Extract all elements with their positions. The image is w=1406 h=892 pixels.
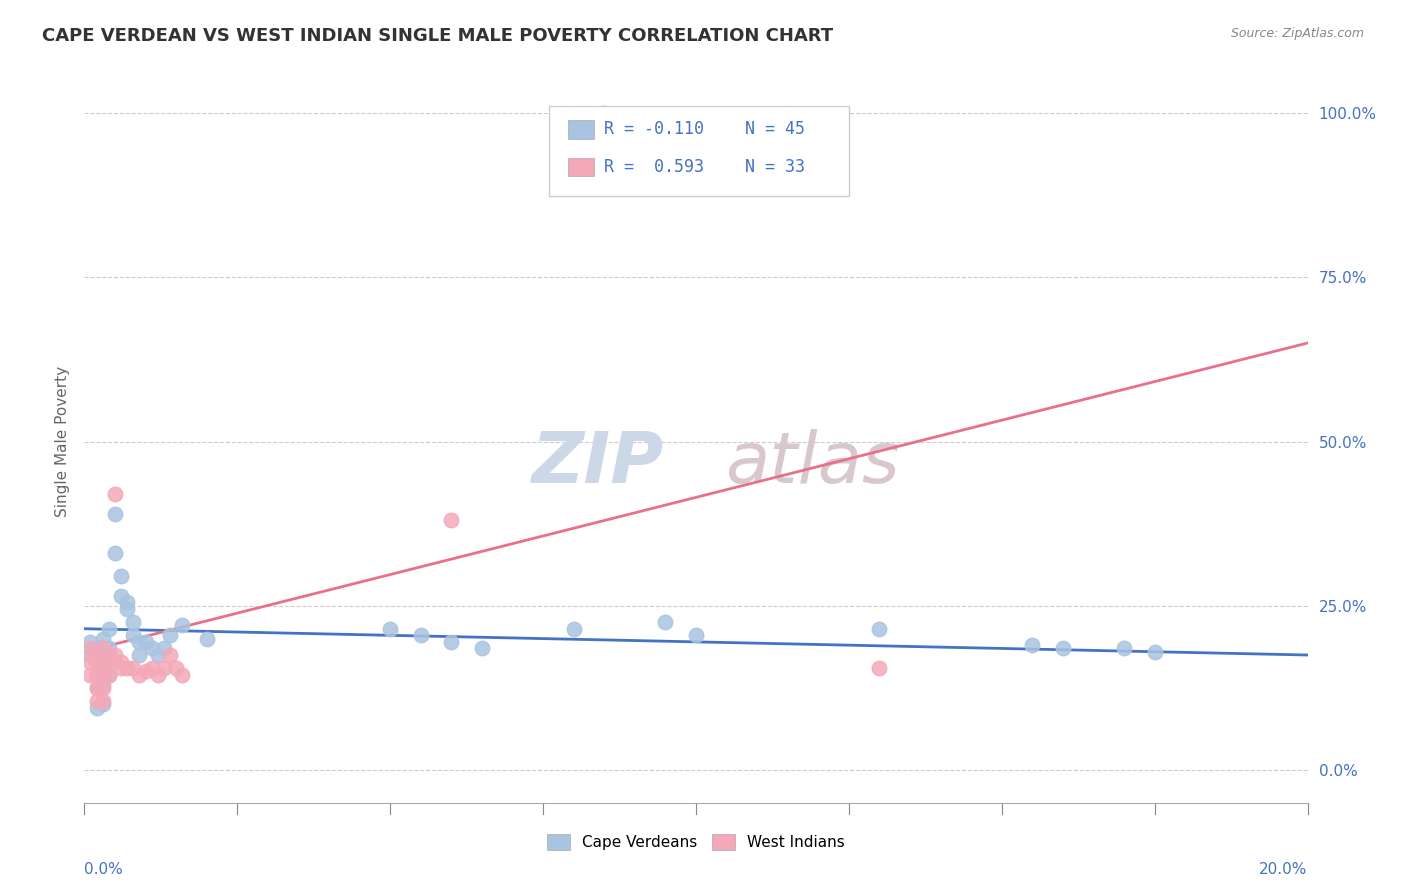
Point [86,681,108,695]
Point [91,667,114,681]
Point [380,622,402,636]
Point [153,641,176,656]
Point [97,667,120,681]
Point [165,661,187,675]
FancyBboxPatch shape [550,105,849,196]
Point [141,661,163,675]
Point [135,665,157,679]
Point [91,698,114,712]
Text: 20.0%: 20.0% [1260,862,1308,877]
Point [172,667,194,681]
Point [110,589,132,603]
Point [79,648,101,662]
Point [86,667,108,681]
Point [1021,638,1043,652]
Text: R = -0.110: R = -0.110 [605,120,704,138]
Point [104,487,127,501]
Point [115,602,138,616]
Point [91,694,114,708]
Point [91,681,114,695]
Point [195,632,218,646]
Bar [568,120,595,139]
Point [97,648,120,662]
Point [97,655,120,669]
Point [91,632,114,646]
Point [79,641,101,656]
Point [128,667,150,681]
Point [97,641,120,656]
Point [654,615,676,630]
Text: N = 33: N = 33 [745,158,804,176]
Text: atlas: atlas [725,429,900,498]
Point [685,628,707,642]
Point [128,648,150,662]
Point [110,655,132,669]
Point [135,635,157,649]
Point [104,507,127,521]
Bar [568,158,595,177]
Text: 0.0%: 0.0% [84,862,124,877]
Point [97,667,120,681]
Point [86,655,108,669]
Point [91,661,114,675]
Point [128,635,150,649]
Point [153,661,176,675]
Point [122,661,145,675]
Point [409,628,432,642]
Point [97,622,120,636]
Point [159,648,181,662]
Point [86,648,108,662]
Point [440,635,463,649]
Point [122,628,145,642]
Point [91,655,114,669]
Point [159,628,181,642]
Point [1114,641,1136,656]
Point [115,661,138,675]
Point [86,641,108,656]
Point [146,648,169,662]
Point [440,513,463,527]
Point [97,655,120,669]
Point [79,655,101,669]
Point [593,106,616,120]
Point [115,595,138,609]
Text: R =  0.593: R = 0.593 [605,158,704,176]
Point [869,622,891,636]
Point [91,641,114,656]
Point [91,677,114,691]
Point [86,700,108,714]
Y-axis label: Single Male Poverty: Single Male Poverty [55,366,70,517]
Point [562,622,585,636]
Point [146,667,169,681]
Point [471,641,494,656]
Point [869,661,891,675]
Point [172,618,194,632]
Text: N = 45: N = 45 [745,120,804,138]
Point [86,655,108,669]
Point [86,667,108,681]
Point [1052,641,1074,656]
Point [141,641,163,656]
Point [79,635,101,649]
Point [122,615,145,630]
Point [91,641,114,656]
Text: Source: ZipAtlas.com: Source: ZipAtlas.com [1230,27,1364,40]
Point [86,694,108,708]
Legend: Cape Verdeans, West Indians: Cape Verdeans, West Indians [540,829,852,856]
Point [110,569,132,583]
Point [104,648,127,662]
Point [110,661,132,675]
Point [104,546,127,560]
Text: ZIP: ZIP [531,429,664,498]
Point [79,667,101,681]
Point [1143,645,1166,659]
Text: CAPE VERDEAN VS WEST INDIAN SINGLE MALE POVERTY CORRELATION CHART: CAPE VERDEAN VS WEST INDIAN SINGLE MALE … [42,27,834,45]
Point [86,681,108,695]
